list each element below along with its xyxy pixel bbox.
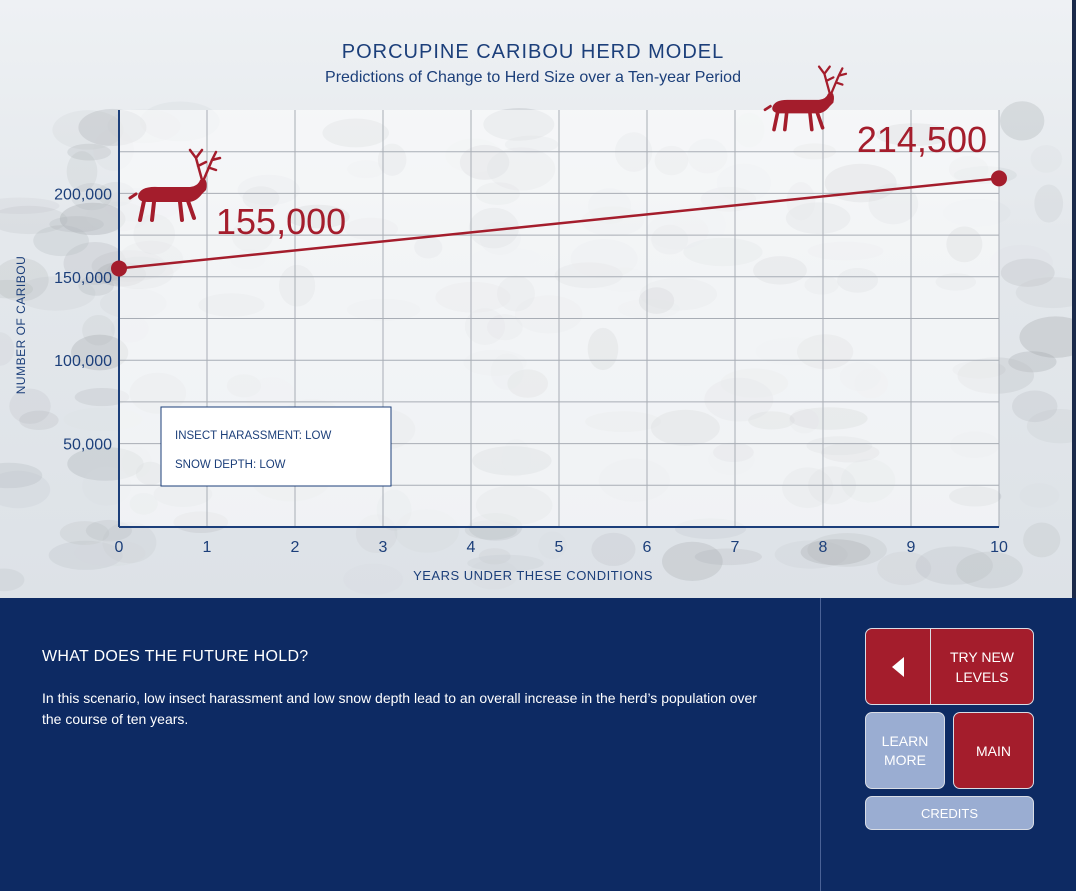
- panel-divider: [820, 598, 821, 891]
- caribou-icon: [128, 148, 222, 222]
- main-button[interactable]: MAIN: [953, 712, 1034, 789]
- x-tick-label: 10: [990, 539, 1008, 556]
- conditions-box: INSECT HARASSMENT: LOW SNOW DEPTH: LOW: [160, 406, 392, 487]
- x-tick-label: 1: [203, 539, 212, 556]
- x-tick-label: 5: [555, 539, 564, 556]
- condition-label: INSECT HARASSMENT: LOW: [175, 430, 331, 442]
- try-new-levels-button[interactable]: TRY NEW LEVELS: [865, 628, 1034, 705]
- end-value-label: 214,500: [857, 119, 987, 160]
- y-axis-label: NUMBER OF CARIBOU: [14, 256, 28, 395]
- left-arrow-icon: [866, 629, 931, 704]
- data-point: [111, 260, 127, 277]
- panel-description: In this scenario, low insect harassment …: [42, 690, 757, 727]
- condition-label: SNOW DEPTH: LOW: [175, 459, 286, 471]
- chart-title: PORCUPINE CARIBOU HERD MODEL: [342, 41, 725, 63]
- x-tick-label: 6: [643, 539, 652, 556]
- series-line: [118, 177, 1000, 270]
- x-tick-label: 2: [291, 539, 300, 556]
- x-tick-label: 8: [819, 539, 828, 556]
- y-tick-label: 100,000: [54, 353, 112, 370]
- chart-subtitle: Predictions of Change to Herd Size over …: [325, 69, 741, 86]
- y-tick-label: 150,000: [54, 270, 112, 287]
- panel-heading: WHAT DOES THE FUTURE HOLD?: [42, 648, 309, 665]
- x-tick-label: 4: [467, 539, 476, 556]
- info-panel: WHAT DOES THE FUTURE HOLD? In this scena…: [0, 598, 1076, 891]
- credits-button[interactable]: CREDITS: [865, 796, 1034, 830]
- try-new-levels-label: TRY NEW LEVELS: [949, 648, 1015, 685]
- window-edge: [1072, 0, 1076, 891]
- x-tick-label: 7: [731, 539, 740, 556]
- chart-area: PORCUPINE CARIBOU HERD MODEL Predictions …: [0, 0, 1076, 598]
- start-value-label: 155,000: [216, 201, 346, 242]
- x-axis-label: YEARS UNDER THESE CONDITIONS: [413, 568, 653, 583]
- herd-line-chart: PORCUPINE CARIBOU HERD MODEL Predictions …: [14, 41, 1008, 583]
- data-point: [991, 170, 1007, 187]
- x-tick-label: 9: [907, 539, 916, 556]
- y-tick-label: 200,000: [54, 186, 112, 203]
- x-tick-label: 0: [115, 539, 124, 556]
- learn-more-button[interactable]: LEARN MORE: [865, 712, 945, 789]
- caribou-icon: [763, 65, 848, 132]
- y-tick-label: 50,000: [63, 437, 112, 454]
- x-tick-label: 3: [379, 539, 388, 556]
